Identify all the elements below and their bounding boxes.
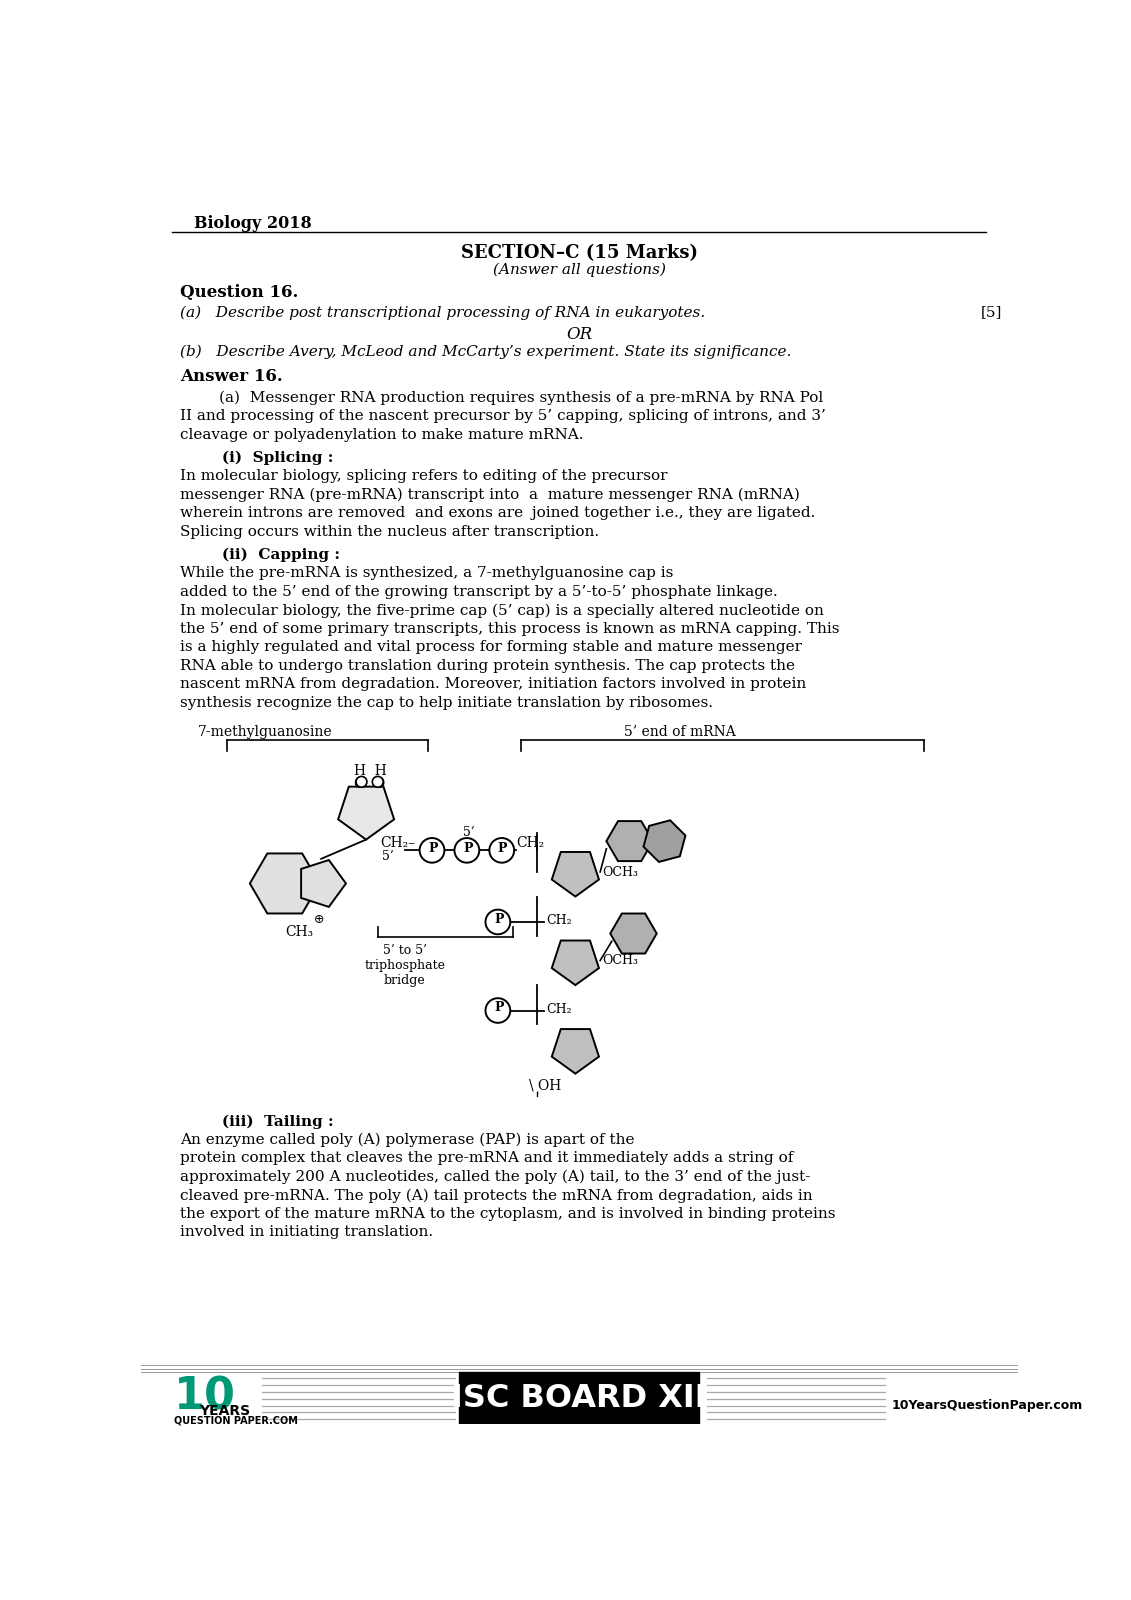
Text: messenger RNA (pre-mRNA) transcript into  a  mature messenger RNA (mRNA): messenger RNA (pre-mRNA) transcript into… <box>180 488 800 502</box>
Text: (a)   Describe post transcriptional processing of RNA in eukaryotes.: (a) Describe post transcriptional proces… <box>180 306 706 320</box>
Text: CH₃: CH₃ <box>285 925 313 939</box>
Text: P: P <box>494 1002 503 1014</box>
Text: 5’ end of mRNA: 5’ end of mRNA <box>624 725 736 739</box>
Text: While the pre-mRNA is synthesized, a 7-methylguanosine cap is: While the pre-mRNA is synthesized, a 7-m… <box>180 566 673 581</box>
Text: P: P <box>463 842 473 854</box>
Text: 5’: 5’ <box>381 850 394 862</box>
Text: cleaved pre-mRNA. The poly (A) tail protects the mRNA from degradation, aids in: cleaved pre-mRNA. The poly (A) tail prot… <box>180 1189 813 1203</box>
Text: II and processing of the nascent precursor by 5’ capping, splicing of introns, a: II and processing of the nascent precurs… <box>180 410 826 422</box>
Circle shape <box>356 776 366 787</box>
Text: (a)  Messenger RNA production requires synthesis of a pre-mRNA by RNA Pol: (a) Messenger RNA production requires sy… <box>180 390 823 405</box>
Text: wherein introns are removed  and exons are  joined together i.e., they are ligat: wherein introns are removed and exons ar… <box>180 506 815 520</box>
Text: protein complex that cleaves the pre-mRNA and it immediately adds a string of: protein complex that cleaves the pre-mRN… <box>180 1152 794 1165</box>
Polygon shape <box>611 914 657 954</box>
Text: OCH₃: OCH₃ <box>603 866 639 878</box>
Text: In molecular biology, the five-prime cap (5’ cap) is a specially altered nucleot: In molecular biology, the five-prime cap… <box>180 603 824 618</box>
Text: cleavage or polyadenylation to make mature mRNA.: cleavage or polyadenylation to make matu… <box>180 427 584 442</box>
Text: P: P <box>498 842 508 854</box>
Text: (ii)  Capping :: (ii) Capping : <box>180 547 345 562</box>
Text: OR: OR <box>567 326 593 342</box>
Text: nascent mRNA from degradation. Moreover, initiation factors involved in protein: nascent mRNA from degradation. Moreover,… <box>180 677 806 691</box>
Text: 10: 10 <box>174 1376 236 1419</box>
Polygon shape <box>606 821 653 861</box>
Text: 10YearsQuestionPaper.com: 10YearsQuestionPaper.com <box>891 1398 1082 1411</box>
Text: An enzyme called poly (A) polymerase (PAP) is apart of the: An enzyme called poly (A) polymerase (PA… <box>180 1133 634 1147</box>
Text: approximately 200 A nucleotides, called the poly (A) tail, to the 3’ end of the : approximately 200 A nucleotides, called … <box>180 1170 811 1184</box>
Text: Answer 16.: Answer 16. <box>180 368 283 384</box>
Polygon shape <box>552 851 599 896</box>
Text: OCH₃: OCH₃ <box>603 954 639 968</box>
Text: Splicing occurs within the nucleus after transcription.: Splicing occurs within the nucleus after… <box>180 525 599 539</box>
Text: YEARS: YEARS <box>199 1403 251 1418</box>
Text: Question 16.: Question 16. <box>180 285 299 301</box>
Text: (iii)  Tailing :: (iii) Tailing : <box>180 1115 339 1130</box>
Text: In molecular biology, splicing refers to editing of the precursor: In molecular biology, splicing refers to… <box>180 469 667 483</box>
Text: (i)  Splicing :: (i) Splicing : <box>180 451 339 466</box>
Text: CH₂: CH₂ <box>546 1003 571 1016</box>
Text: ISC BOARD XII: ISC BOARD XII <box>451 1382 707 1414</box>
Text: the export of the mature mRNA to the cytoplasm, and is involved in binding prote: the export of the mature mRNA to the cyt… <box>180 1206 836 1221</box>
Polygon shape <box>644 821 685 862</box>
Text: (b)   Describe Avery, McLeod and McCarty’s experiment. State its significance.: (b) Describe Avery, McLeod and McCarty’s… <box>180 344 792 358</box>
Circle shape <box>485 910 510 934</box>
Circle shape <box>420 838 444 862</box>
Polygon shape <box>250 853 320 914</box>
Text: 5’: 5’ <box>463 826 475 838</box>
Circle shape <box>455 838 480 862</box>
Polygon shape <box>552 1029 599 1074</box>
Polygon shape <box>301 861 346 907</box>
Polygon shape <box>338 787 394 840</box>
Polygon shape <box>552 941 599 986</box>
Circle shape <box>372 776 383 787</box>
Text: 7-methylguanosine: 7-methylguanosine <box>198 725 333 739</box>
Text: ⊕: ⊕ <box>314 912 325 926</box>
Circle shape <box>485 998 510 1022</box>
Text: CH₂: CH₂ <box>517 835 545 850</box>
Text: involved in initiating translation.: involved in initiating translation. <box>180 1226 433 1240</box>
Text: \ OH: \ OH <box>529 1078 561 1093</box>
FancyBboxPatch shape <box>459 1371 699 1426</box>
Text: CH₂: CH₂ <box>546 914 571 928</box>
Text: H  H: H H <box>354 765 387 778</box>
Text: P: P <box>429 842 438 854</box>
Text: O  O: O O <box>354 778 385 790</box>
Text: (Answer all questions): (Answer all questions) <box>493 262 666 277</box>
Text: is a highly regulated and vital process for forming stable and mature messenger: is a highly regulated and vital process … <box>180 640 802 654</box>
Text: synthesis recognize the cap to help initiate translation by ribosomes.: synthesis recognize the cap to help init… <box>180 696 714 709</box>
Text: the 5’ end of some primary transcripts, this process is known as mRNA capping. T: the 5’ end of some primary transcripts, … <box>180 622 839 635</box>
Text: RNA able to undergo translation during protein synthesis. The cap protects the: RNA able to undergo translation during p… <box>180 659 795 672</box>
Text: QUESTION PAPER.COM: QUESTION PAPER.COM <box>174 1416 297 1426</box>
Text: P: P <box>494 912 503 926</box>
Text: SECTION–C (15 Marks): SECTION–C (15 Marks) <box>460 245 698 262</box>
Text: added to the 5’ end of the growing transcript by a 5’-to-5’ phosphate linkage.: added to the 5’ end of the growing trans… <box>180 584 778 598</box>
Text: [5]: [5] <box>981 306 1002 318</box>
Text: CH₂–: CH₂– <box>380 835 415 850</box>
Circle shape <box>490 838 515 862</box>
Text: 5’ to 5’
triphosphate
bridge: 5’ to 5’ triphosphate bridge <box>364 944 446 987</box>
Text: Biology 2018: Biology 2018 <box>195 214 312 232</box>
